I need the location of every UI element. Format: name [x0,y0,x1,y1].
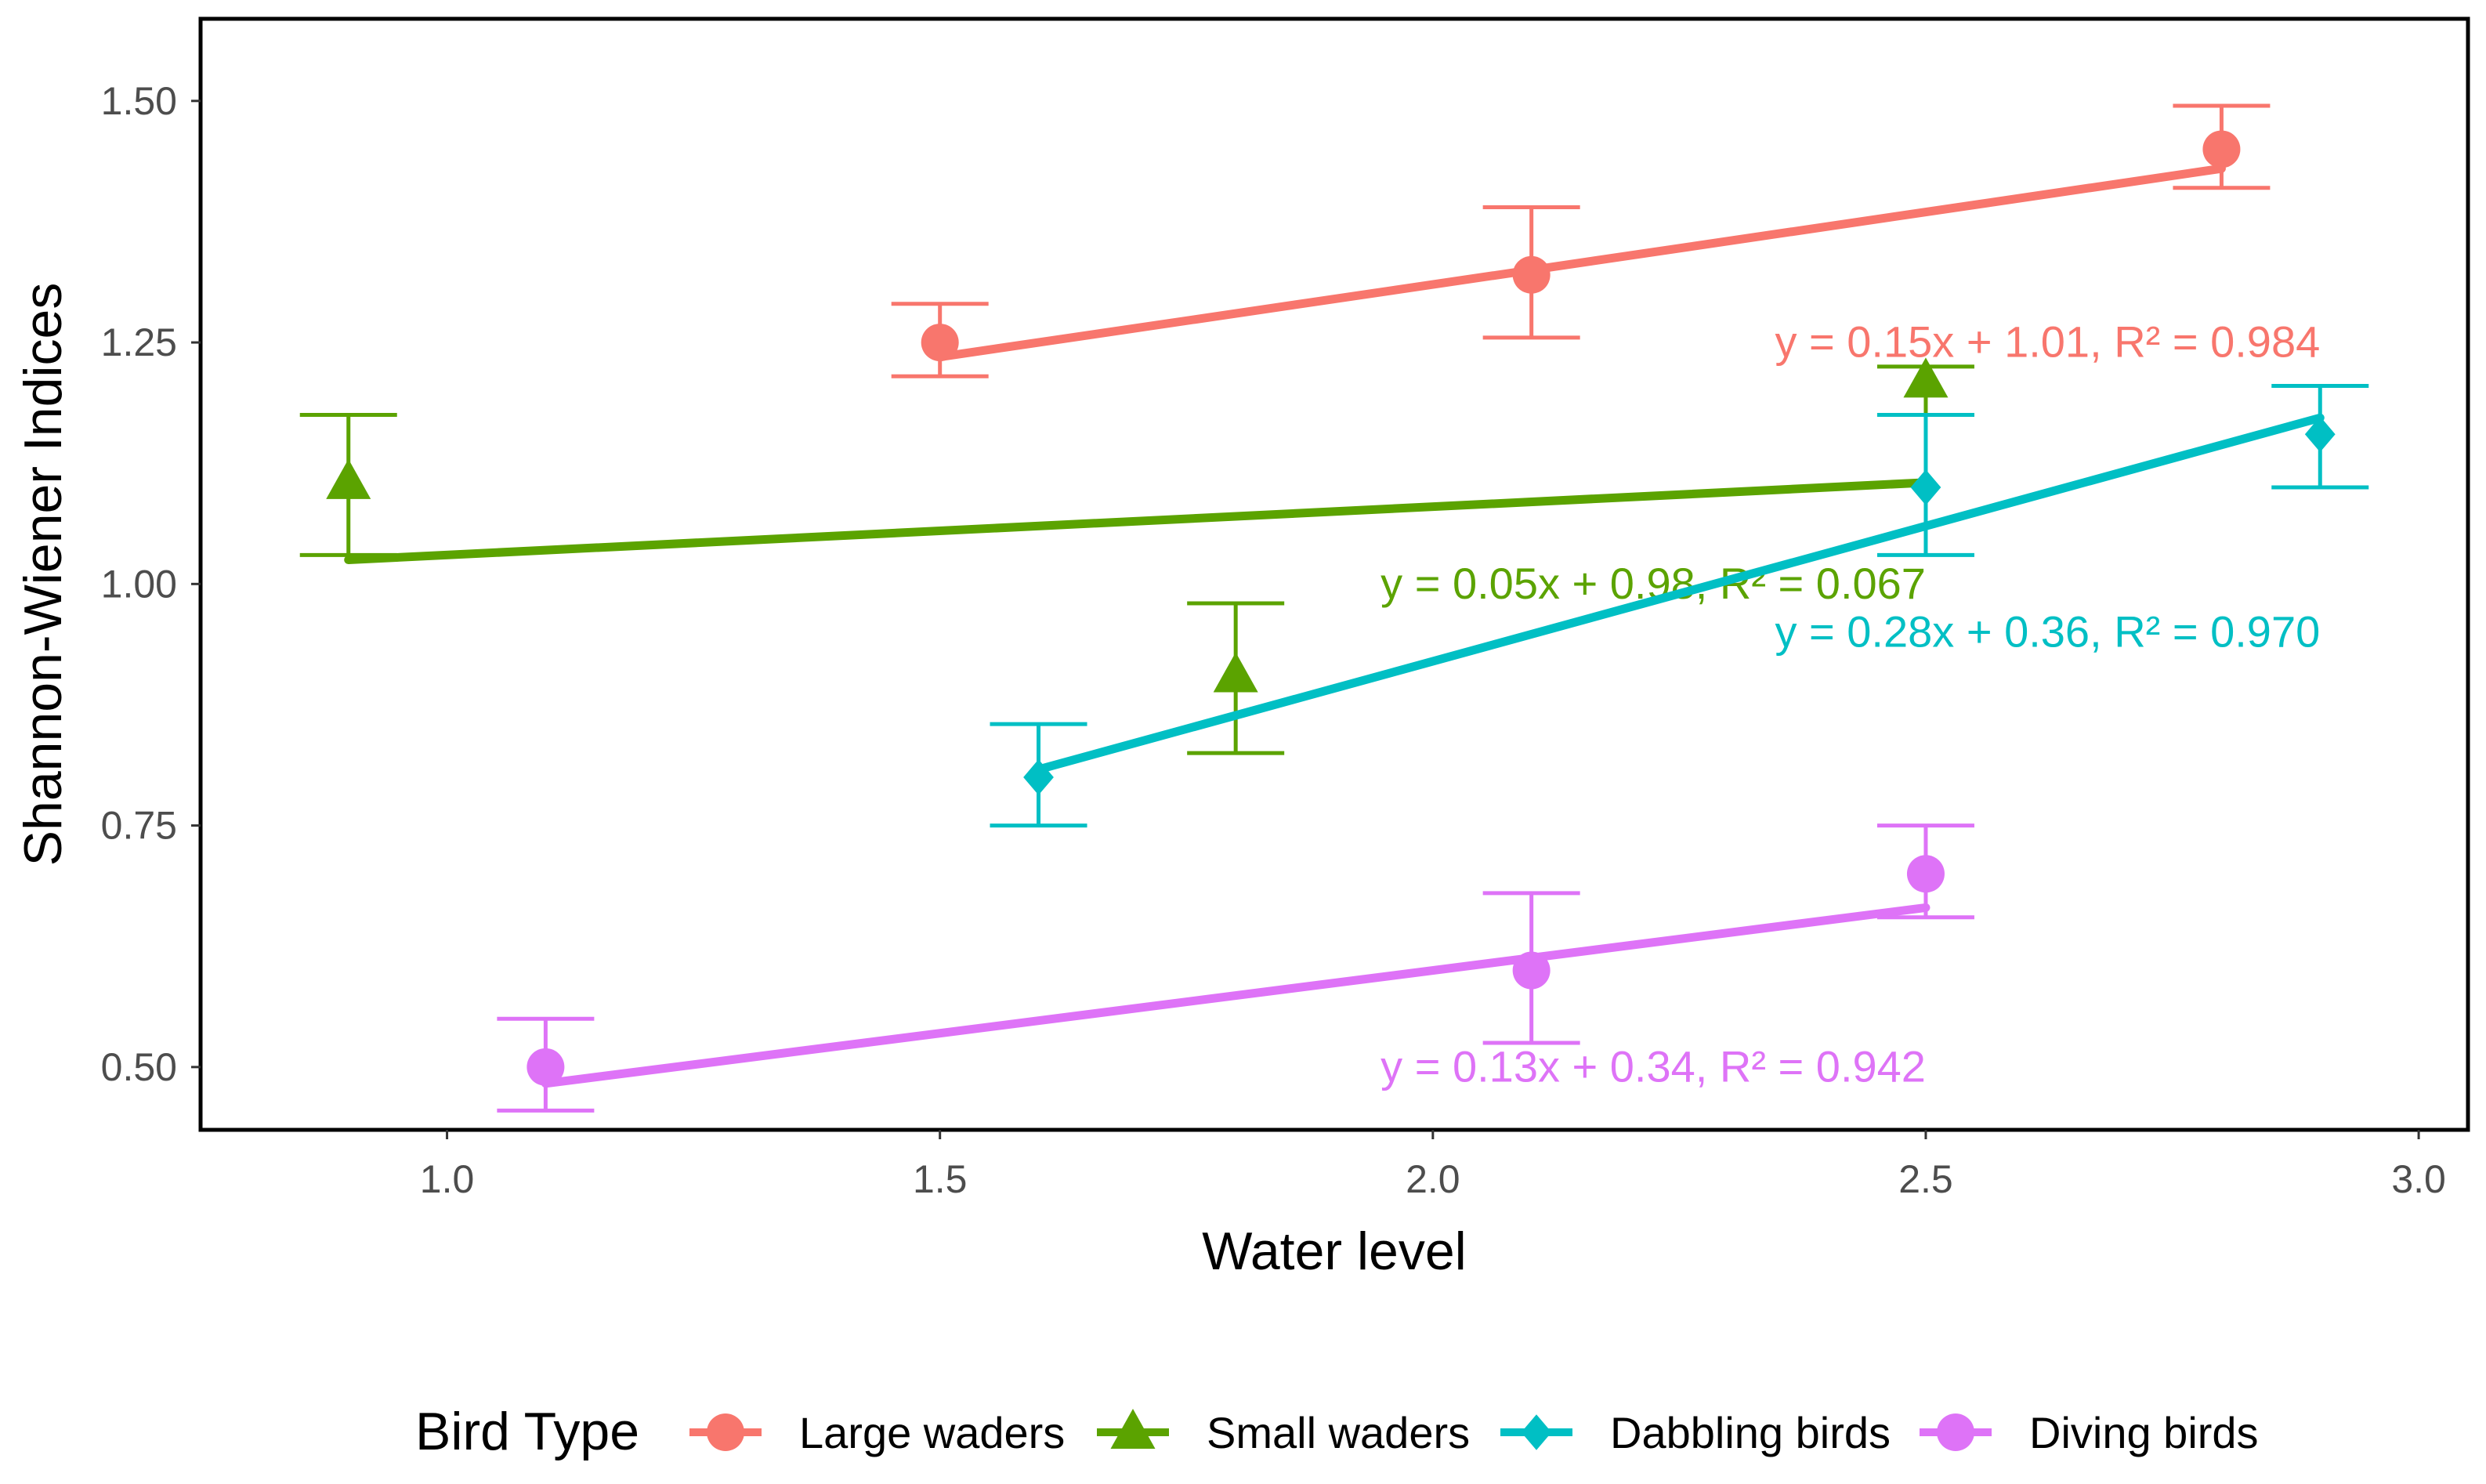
legend-label: Diving birds [2029,1408,2259,1457]
legend-label: Large waders [799,1408,1065,1457]
x-tick-label: 2.0 [1406,1157,1460,1201]
legend-label: Dabbling birds [1610,1408,1891,1457]
series-dabbling-birds: y = 0.28x + 0.36, R² = 0.970 [990,384,2369,828]
x-tick-label: 1.0 [420,1157,475,1201]
legend-key-marker [1521,1414,1552,1450]
legend-key-marker [707,1413,744,1451]
legend-entry-large-waders: Large waders [689,1408,1065,1457]
data-point [1910,469,1941,505]
x-axis-title: Water level [1202,1222,1467,1281]
legend-title: Bird Type [415,1402,639,1461]
data-point [2304,416,2336,453]
regression-line [344,478,1931,565]
data-point [921,324,959,362]
x-tick-label: 1.5 [913,1157,968,1201]
data-point [1906,855,1945,893]
regression-line [541,903,1931,1088]
y-axis-title: Shannon-Wiener Indices [13,283,73,867]
legend: Bird Type Large waders Small waders Dabbli… [415,1402,2259,1461]
regression-equation: y = 0.28x + 0.36, R² = 0.970 [1775,606,2320,656]
regression-line [1034,413,2325,774]
legend-entry-diving-birds: Diving birds [1920,1408,2259,1457]
regression-equation: y = 0.13x + 0.34, R² = 0.942 [1381,1041,1926,1091]
legend-key-marker [1937,1413,1974,1451]
y-tick-label: 1.00 [101,562,177,606]
data-point [326,458,371,499]
data-point [527,1048,565,1086]
data-point [1512,951,1551,990]
y-tick-label: 1.50 [101,79,177,123]
series-diving-birds: y = 0.13x + 0.34, R² = 0.942 [497,823,1974,1113]
legend-label: Small waders [1207,1408,1470,1457]
regression-line [935,164,2226,362]
series-small-waders: y = 0.05x + 0.98, R² = 0.067 [299,357,1974,755]
legend-entry-small-waders: Small waders [1097,1408,1470,1457]
y-tick-label: 0.50 [101,1045,177,1089]
axes-layer: 1.0 1.5 2.0 2.5 3.0 0.50 0.75 1.00 1.25 1.50 [101,79,2446,1201]
data-point [1512,255,1551,294]
legend-key-marker [1110,1409,1156,1449]
x-tick-label: 2.5 [1898,1157,1953,1201]
legend-entry-dabbling-birds: Dabbling birds [1500,1408,1891,1457]
y-tick-label: 1.25 [101,320,177,364]
data-point [1903,357,1949,398]
regression-equation: y = 0.15x + 1.01, R² = 0.984 [1775,317,2320,367]
data-point [1023,759,1054,795]
y-tick-label: 0.75 [101,804,177,848]
series-large-waders: y = 0.15x + 1.01, R² = 0.984 [891,103,2320,378]
x-tick-label: 3.0 [2391,1157,2446,1201]
data-point [2202,130,2241,168]
data-point [1213,652,1258,693]
plot-panel-border [198,16,2470,1132]
